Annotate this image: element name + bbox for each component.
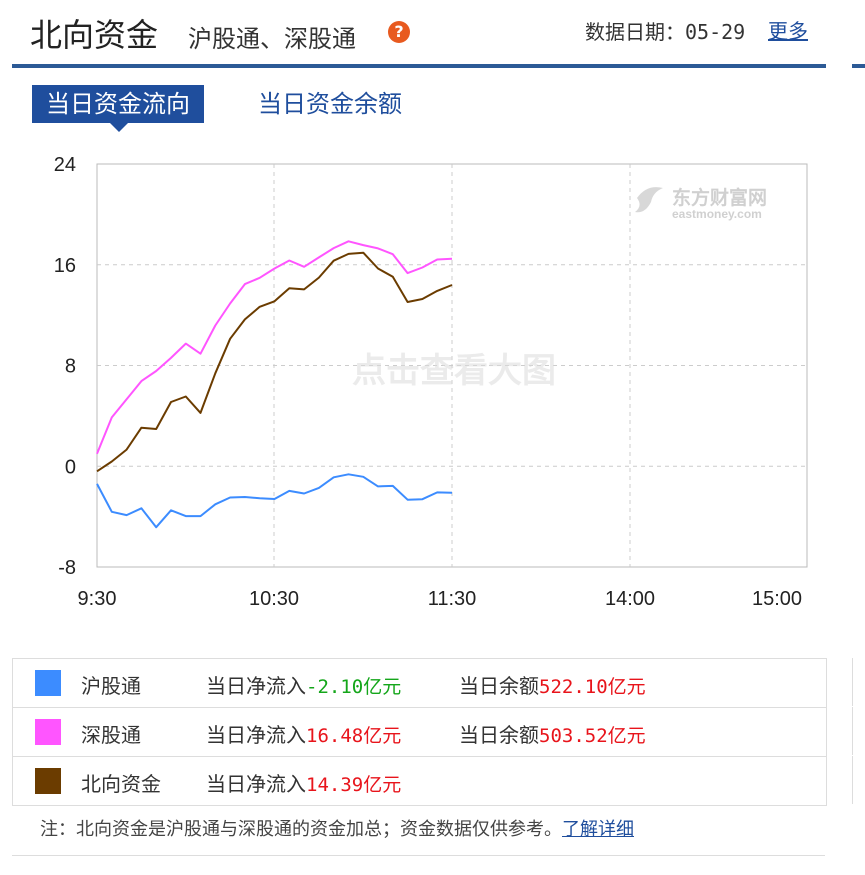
footnote: 注：北向资金是沪股通与深股通的资金加总；资金数据仅供参考。了解详细 — [40, 815, 634, 841]
net-inflow-label: 当日净流入 — [206, 674, 306, 698]
y-tick-label: 16 — [54, 255, 76, 277]
learn-more-link[interactable]: 了解详细 — [562, 819, 634, 840]
y-tick-label: 24 — [54, 154, 76, 176]
header-divider-right — [852, 64, 865, 68]
balance-label: 当日余额 — [459, 723, 539, 747]
y-tick-label: 8 — [65, 356, 76, 378]
chart-grid — [96, 163, 808, 568]
net-inflow-label: 当日净流入 — [206, 723, 306, 747]
y-axis-labels: 24 16 8 0 -8 — [54, 154, 76, 579]
chart-watermark: 东方财富网 eastmoney.com 点击查看大图 — [352, 186, 767, 390]
y-tick-label: -8 — [58, 557, 76, 579]
balance-value: 503.52亿元 — [539, 725, 646, 747]
chart-series — [96, 240, 453, 529]
eastmoney-logo-icon — [635, 187, 663, 213]
y-tick-label: 0 — [65, 456, 76, 478]
legend-row-sh: 沪股通 当日净流入-2.10亿元 当日余额522.10亿元 — [13, 659, 826, 708]
flow-chart[interactable]: 东方财富网 eastmoney.com 点击查看大图 24 16 8 0 -8 9:30… — [0, 140, 865, 620]
header: 北向资金 沪股通、深股通 ? 数据日期：05-29 更多 — [0, 0, 865, 66]
net-inflow-value: 14.39亿元 — [306, 774, 402, 796]
side-panel-edge — [852, 707, 865, 755]
net-inflow: 当日净流入14.39亿元 — [206, 768, 401, 797]
x-axis-labels: 9:30 10:30 11:30 14:00 15:00 — [78, 588, 803, 610]
net-inflow-label: 当日净流入 — [206, 772, 306, 796]
x-tick-label: 15:00 — [752, 588, 802, 610]
bottom-divider — [12, 855, 825, 856]
active-tab-pointer — [110, 123, 128, 132]
x-tick-label: 9:30 — [78, 588, 117, 610]
net-inflow: 当日净流入16.48亿元 — [206, 719, 401, 748]
footnote-text: 注：北向资金是沪股通与深股通的资金加总；资金数据仅供参考。 — [40, 819, 562, 840]
legend-name: 深股通 — [81, 723, 141, 747]
sz-connect-swatch — [35, 719, 61, 745]
x-tick-label: 10:30 — [249, 588, 299, 610]
x-tick-label: 14:00 — [605, 588, 655, 610]
page-title: 北向资金 — [30, 16, 159, 54]
side-panel-edge — [852, 756, 865, 804]
series-line-沪股通 — [96, 473, 453, 529]
balance-value: 522.10亿元 — [539, 676, 646, 698]
watermark-view-large: 点击查看大图 — [352, 352, 556, 390]
net-inflow: 当日净流入-2.10亿元 — [206, 670, 401, 699]
x-tick-label: 11:30 — [428, 588, 477, 610]
series-line-北向资金 — [96, 251, 453, 473]
net-inflow-value: 16.48亿元 — [306, 725, 402, 747]
balance-label: 当日余额 — [459, 674, 539, 698]
legend-name: 北向资金 — [81, 772, 161, 796]
data-date: 数据日期：05-29 — [585, 20, 746, 44]
watermark-logo-text: 东方财富网 — [672, 186, 767, 209]
question-icon[interactable]: ? — [388, 21, 410, 43]
side-panel-edge — [852, 658, 865, 706]
legend-table: 沪股通 当日净流入-2.10亿元 当日余额522.10亿元 深股通 当日净流入1… — [12, 658, 827, 806]
more-link[interactable]: 更多 — [768, 19, 808, 43]
tab-daily-balance[interactable]: 当日资金余额 — [258, 90, 402, 118]
legend-row-north: 北向资金 当日净流入14.39亿元 — [13, 757, 826, 806]
tab-daily-flow[interactable]: 当日资金流向 — [32, 85, 204, 123]
legend-name: 沪股通 — [81, 674, 141, 698]
sh-connect-swatch — [35, 670, 61, 696]
header-divider — [12, 64, 826, 68]
series-line-深股通 — [96, 240, 453, 455]
page-subtitle: 沪股通、深股通 — [188, 25, 356, 53]
balance: 当日余额503.52亿元 — [459, 719, 646, 748]
watermark-logo-en: eastmoney.com — [672, 207, 762, 221]
legend-row-sz: 深股通 当日净流入16.48亿元 当日余额503.52亿元 — [13, 708, 826, 757]
northbound-swatch — [35, 768, 61, 794]
net-inflow-value: -2.10亿元 — [306, 676, 402, 698]
balance: 当日余额522.10亿元 — [459, 670, 646, 699]
